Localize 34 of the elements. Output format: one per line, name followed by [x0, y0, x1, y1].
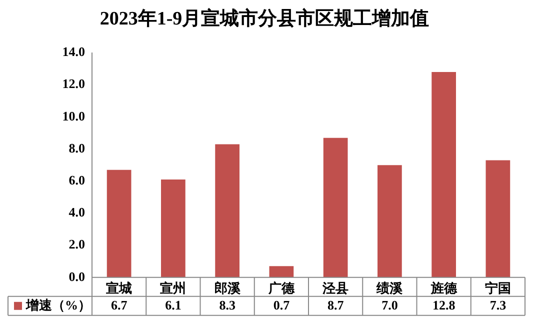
- data-label: 8.7: [327, 297, 344, 312]
- data-label: 12.8: [432, 297, 456, 312]
- y-tick-label: 2.0: [68, 236, 85, 252]
- data-label: 8.3: [219, 297, 236, 312]
- bar: [269, 266, 294, 278]
- data-label: 7.0: [382, 297, 398, 312]
- bar: [486, 160, 510, 278]
- x-tick-label: 郎溪: [214, 280, 242, 296]
- y-tick-label: 14.0: [62, 44, 85, 60]
- x-tick-label: 宁国: [484, 280, 511, 296]
- bar: [161, 180, 186, 278]
- y-tick-label: 8.0: [68, 140, 85, 156]
- data-label: 0.7: [273, 297, 290, 312]
- x-tick-label: 绩溪: [376, 280, 404, 296]
- x-tick-label: 旌德: [430, 280, 458, 296]
- data-label: 6.1: [165, 297, 182, 312]
- y-tick-label: 12.0: [62, 76, 85, 92]
- bar: [323, 138, 348, 278]
- bar: [432, 72, 456, 278]
- x-tick-label: 广德: [267, 280, 296, 296]
- data-label: 7.3: [490, 297, 507, 312]
- x-tick-label: 泾县: [322, 280, 349, 296]
- y-tick-label: 10.0: [62, 108, 85, 124]
- x-tick-label: 宣城: [106, 280, 132, 296]
- y-tick-label: 0.0: [68, 268, 85, 284]
- y-tick-label: 4.0: [68, 204, 85, 220]
- x-tick-label: 宣州: [160, 280, 186, 296]
- bar: [215, 144, 240, 278]
- bar: [378, 165, 402, 278]
- chart-title: 2023年1-9月宣城市分县市区规工增加值: [100, 7, 430, 30]
- y-tick-label: 6.0: [68, 172, 85, 188]
- legend-label: 增速（%）: [25, 297, 91, 312]
- bar: [106, 170, 132, 278]
- data-label: 6.7: [110, 297, 128, 312]
